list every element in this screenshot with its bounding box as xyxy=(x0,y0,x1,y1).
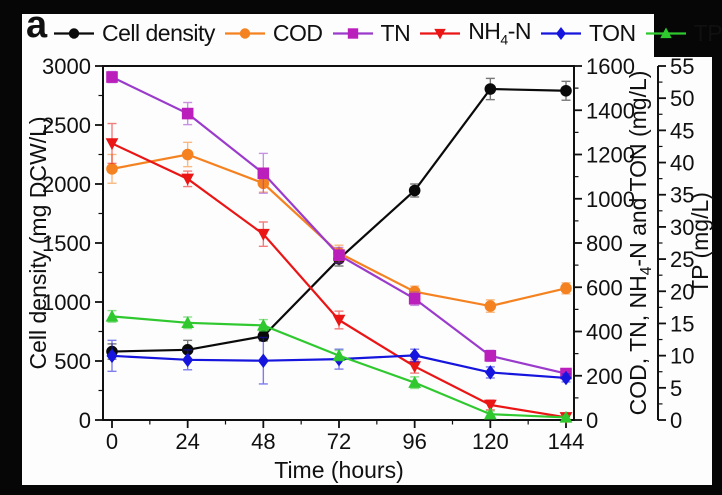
svg-text:50: 50 xyxy=(670,86,694,111)
svg-text:5: 5 xyxy=(670,376,682,401)
svg-text:200: 200 xyxy=(586,364,623,389)
series-tp xyxy=(105,309,573,423)
legend-label: NH4-N xyxy=(468,18,531,48)
x-axis-title: Time (hours) xyxy=(274,457,404,483)
series-nh-n xyxy=(105,122,573,425)
svg-text:400: 400 xyxy=(586,320,623,345)
svg-text:0: 0 xyxy=(79,408,91,433)
svg-text:15: 15 xyxy=(670,311,694,336)
svg-text:800: 800 xyxy=(586,231,623,256)
svg-text:96: 96 xyxy=(402,429,426,454)
svg-text:48: 48 xyxy=(251,429,275,454)
legend-marker-nh-n-icon xyxy=(420,28,461,39)
legend-marker-tn-icon xyxy=(332,27,373,39)
legend-label: TP xyxy=(693,19,722,46)
svg-text:600: 600 xyxy=(586,275,623,300)
right2-axis: 0 5 10 15 20 25 30 35 40 45 50 55 TP (mg/L) xyxy=(658,54,713,433)
svg-text:45: 45 xyxy=(670,118,694,143)
legend-label: TON xyxy=(589,19,636,46)
svg-text:1500: 1500 xyxy=(42,231,91,256)
svg-text:1600: 1600 xyxy=(586,54,635,79)
left-axis: 0 500 1000 1500 2000 2500 3000 Cell density (mg… xyxy=(25,54,103,433)
svg-text:500: 500 xyxy=(54,349,91,374)
right2-axis-title: TP (mg/L) xyxy=(687,192,713,294)
svg-text:1400: 1400 xyxy=(586,98,635,123)
figure-canvas xyxy=(22,14,712,485)
legend-item-cod: COD xyxy=(224,20,323,47)
legend-marker-cell-density-icon xyxy=(54,27,94,39)
background-mask xyxy=(654,0,712,57)
legend-item-cell-density: Cell density xyxy=(53,20,215,47)
svg-text:0: 0 xyxy=(670,408,682,433)
left-axis-title: Cell density (mg DCW/L) xyxy=(25,116,51,369)
legend-item-tp: TP xyxy=(645,20,722,47)
legend-marker-cod-icon xyxy=(224,27,265,39)
svg-text:2000: 2000 xyxy=(42,172,91,197)
svg-text:55: 55 xyxy=(670,54,694,79)
legend-marker-tp-icon xyxy=(645,27,686,38)
legend-label: COD xyxy=(272,19,323,46)
panel-label: a xyxy=(26,4,48,46)
svg-text:1000: 1000 xyxy=(586,187,635,212)
legend-marker-ton-icon xyxy=(541,26,581,40)
svg-text:10: 10 xyxy=(670,344,694,369)
svg-text:0: 0 xyxy=(586,408,598,433)
svg-text:3000: 3000 xyxy=(42,54,91,79)
svg-text:25: 25 xyxy=(670,247,694,272)
svg-text:0: 0 xyxy=(106,429,118,454)
series-cod xyxy=(106,141,572,313)
x-axis: 0 24 48 72 96 120 144 Time (hours) xyxy=(106,420,584,483)
legend-item-tn: TN xyxy=(332,20,411,47)
legend-label: Cell density xyxy=(102,19,215,46)
svg-text:40: 40 xyxy=(670,151,694,176)
svg-text:1000: 1000 xyxy=(42,290,91,315)
svg-text:30: 30 xyxy=(670,215,694,240)
svg-text:144: 144 xyxy=(548,429,585,454)
chart-legend: Cell density COD TN NH4-N TON TP xyxy=(53,17,722,49)
legend-label: TN xyxy=(380,19,411,46)
svg-text:24: 24 xyxy=(175,429,199,454)
series-tn xyxy=(106,70,572,380)
legend-item-ton: TON xyxy=(540,20,636,47)
series-ton xyxy=(106,336,572,386)
svg-text:72: 72 xyxy=(327,429,351,454)
legend-item-nh-n: NH4-N xyxy=(419,18,531,48)
svg-text:35: 35 xyxy=(670,183,694,208)
svg-text:1200: 1200 xyxy=(586,143,635,168)
svg-text:20: 20 xyxy=(670,279,694,304)
svg-text:2500: 2500 xyxy=(42,113,91,138)
right1-axis-title: COD, TN, NH4-N and TON (mg/L) xyxy=(625,71,655,416)
svg-text:120: 120 xyxy=(472,429,509,454)
